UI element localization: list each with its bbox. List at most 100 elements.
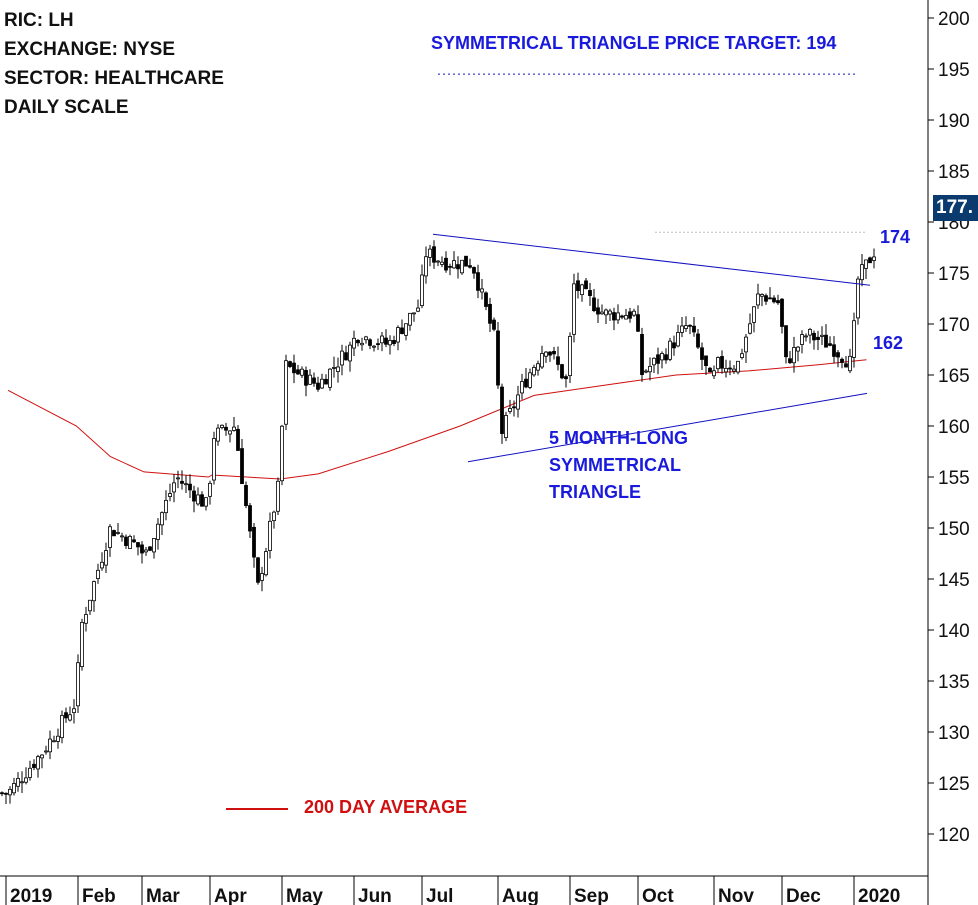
candle-body bbox=[760, 294, 764, 297]
candle bbox=[580, 283, 584, 302]
candle-body bbox=[160, 512, 164, 526]
candle-body bbox=[244, 485, 248, 506]
candle-body bbox=[700, 347, 704, 360]
candle bbox=[108, 524, 112, 557]
candle-body bbox=[120, 535, 124, 538]
exchange-label: EXCHANGE: NYSE bbox=[4, 39, 176, 60]
candle bbox=[692, 316, 696, 337]
candle-body bbox=[76, 662, 80, 707]
y-tick-label: 135 bbox=[938, 672, 970, 693]
candle bbox=[500, 383, 504, 444]
candle-body bbox=[676, 332, 680, 347]
candle-body bbox=[804, 335, 808, 338]
candle bbox=[572, 273, 576, 343]
candle bbox=[252, 523, 256, 568]
legend-ma-swatch bbox=[226, 808, 288, 810]
candle bbox=[52, 735, 56, 743]
candle-body bbox=[592, 297, 596, 312]
candle-body bbox=[104, 550, 108, 566]
candle-body bbox=[404, 323, 408, 336]
candle bbox=[436, 260, 440, 267]
candle bbox=[244, 481, 248, 509]
candle-body bbox=[732, 368, 736, 372]
candle-body bbox=[20, 781, 24, 784]
candle-body bbox=[808, 329, 812, 336]
candle bbox=[420, 264, 424, 309]
candle bbox=[616, 304, 620, 324]
lower-trendline bbox=[467, 392, 868, 463]
lower-level-label: 162 bbox=[873, 333, 904, 353]
candle-body bbox=[616, 312, 620, 321]
candle bbox=[404, 323, 408, 341]
candle bbox=[168, 483, 172, 502]
ric-label: RIC: LH bbox=[4, 10, 74, 31]
candle bbox=[612, 307, 616, 331]
candle-body bbox=[484, 292, 488, 307]
candle-body bbox=[236, 428, 240, 451]
candle-body bbox=[276, 480, 280, 512]
candle bbox=[128, 534, 132, 549]
candle-body bbox=[452, 260, 456, 269]
candle-body bbox=[712, 370, 716, 377]
scale-label: DAILY SCALE bbox=[4, 97, 129, 118]
candle-body bbox=[648, 365, 652, 373]
candle-body bbox=[572, 283, 576, 335]
candle-body bbox=[28, 767, 32, 778]
candle-body bbox=[536, 363, 540, 371]
candle-body bbox=[36, 756, 40, 770]
candle-body bbox=[256, 557, 260, 583]
candle-body bbox=[556, 356, 560, 365]
candle-body bbox=[440, 261, 444, 265]
candle-body bbox=[724, 367, 728, 373]
candle bbox=[516, 385, 520, 418]
candle bbox=[396, 325, 400, 351]
candle bbox=[264, 547, 268, 577]
y-tick-label: 170 bbox=[938, 315, 970, 336]
candle-body bbox=[872, 256, 876, 261]
candle bbox=[172, 474, 176, 503]
candle bbox=[32, 759, 36, 771]
candle bbox=[524, 368, 528, 389]
x-tick-label: Dec bbox=[786, 886, 821, 905]
candle-body bbox=[340, 350, 344, 366]
candle bbox=[652, 357, 656, 374]
candle bbox=[680, 317, 684, 338]
x-tick-label: Jul bbox=[426, 886, 453, 905]
candle-body bbox=[280, 425, 284, 482]
candle bbox=[284, 354, 288, 431]
candle bbox=[628, 307, 632, 323]
candle bbox=[788, 350, 792, 364]
candle bbox=[640, 327, 644, 382]
candle-body bbox=[212, 438, 216, 481]
candle-body bbox=[704, 355, 708, 367]
candle bbox=[188, 474, 192, 499]
candle-body bbox=[128, 536, 132, 549]
candle bbox=[228, 430, 232, 443]
candle bbox=[800, 330, 804, 354]
candle bbox=[300, 366, 304, 378]
candle-body bbox=[740, 353, 744, 358]
candle bbox=[728, 360, 732, 376]
sector-label: SECTOR: HEALTHCARE bbox=[4, 68, 224, 89]
candle-body bbox=[408, 312, 412, 326]
candle bbox=[380, 332, 384, 352]
candle bbox=[180, 470, 184, 490]
candle bbox=[852, 312, 856, 368]
candle bbox=[824, 324, 828, 348]
candle bbox=[796, 346, 800, 362]
x-tick-label: Feb bbox=[82, 886, 116, 905]
candle bbox=[352, 330, 356, 356]
candle-body bbox=[428, 248, 432, 258]
candle-body bbox=[156, 523, 160, 540]
candle bbox=[296, 364, 300, 375]
candle-body bbox=[72, 708, 76, 714]
candle bbox=[224, 422, 228, 436]
candle bbox=[236, 424, 240, 451]
x-tick-label: Aug bbox=[502, 886, 539, 905]
candle bbox=[444, 251, 448, 273]
candle-body bbox=[116, 532, 120, 534]
candle bbox=[340, 344, 344, 376]
candle-body bbox=[784, 325, 788, 358]
candle bbox=[564, 374, 568, 388]
candle-body bbox=[720, 356, 724, 369]
